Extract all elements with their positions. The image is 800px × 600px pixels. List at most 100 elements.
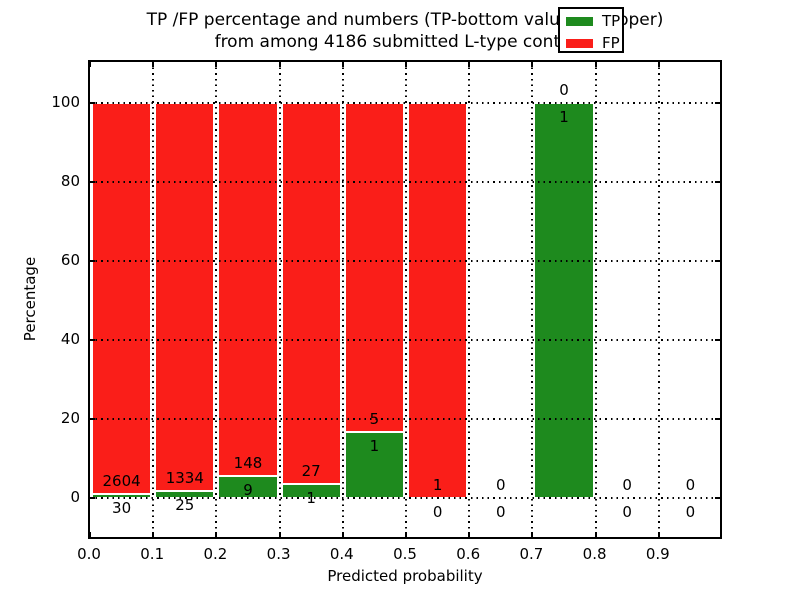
vertical-gridline bbox=[531, 62, 534, 537]
chart-title: TP /FP percentage and numbers (TP-bottom… bbox=[88, 9, 722, 53]
y-tick-mark-right bbox=[715, 497, 720, 500]
x-tick-mark-top bbox=[531, 62, 534, 67]
fp-count-label: 148 bbox=[233, 453, 263, 472]
fp-count-label: 27 bbox=[301, 462, 321, 481]
x-tick-label: 0.4 bbox=[329, 545, 354, 563]
x-tick-mark bbox=[405, 532, 407, 537]
tp-color-swatch bbox=[566, 17, 593, 26]
y-tick-mark bbox=[90, 418, 95, 421]
y-tick-label: 60 bbox=[60, 250, 80, 269]
chart-title-line1: TP /FP percentage and numbers (TP-bottom… bbox=[146, 10, 664, 30]
y-tick-mark-right bbox=[715, 101, 720, 104]
y-tick-mark-right bbox=[715, 259, 720, 262]
x-tick-mark-top bbox=[468, 62, 471, 67]
legend-label-tp: TP bbox=[602, 12, 621, 30]
y-tick-mark-right bbox=[715, 418, 720, 421]
tp-count-label: 25 bbox=[175, 495, 195, 514]
x-tick-label: 0.3 bbox=[266, 545, 291, 563]
y-tick-mark bbox=[90, 339, 95, 342]
x-tick-label: 0.5 bbox=[393, 545, 417, 563]
tp-count-label: 9 bbox=[243, 480, 253, 499]
fp-bar-segment bbox=[218, 102, 278, 476]
vertical-gridline bbox=[405, 62, 407, 537]
tp-bar-segment bbox=[534, 102, 594, 499]
y-tick-mark bbox=[90, 259, 95, 262]
x-tick-mark bbox=[468, 532, 471, 537]
fp-count-label: 1 bbox=[432, 476, 443, 495]
fp-count-label: 5 bbox=[369, 410, 380, 429]
tp-count-label: 1 bbox=[306, 489, 316, 508]
fp-bar-segment bbox=[155, 102, 215, 491]
vertical-gridline bbox=[657, 62, 660, 537]
x-tick-mark bbox=[278, 532, 281, 537]
tp-count-label: 1 bbox=[369, 437, 380, 456]
tp-count-label: 0 bbox=[496, 503, 506, 522]
vertical-gridline bbox=[278, 62, 281, 537]
x-tick-mark bbox=[657, 532, 660, 537]
y-tick-label: 40 bbox=[60, 330, 80, 349]
fp-count-label: 0 bbox=[685, 476, 696, 495]
x-tick-mark bbox=[594, 532, 597, 537]
x-tick-label: 0.1 bbox=[140, 545, 165, 563]
x-tick-mark-top bbox=[152, 62, 155, 67]
tp-count-label: 1 bbox=[559, 107, 569, 126]
y-axis-label: Percentage bbox=[21, 256, 39, 342]
x-tick-mark-top bbox=[341, 62, 344, 67]
horizontal-gridline bbox=[90, 101, 720, 104]
horizontal-gridline bbox=[90, 497, 720, 500]
fp-count-label: 0 bbox=[559, 80, 569, 99]
fp-bar-segment bbox=[92, 102, 152, 494]
fp-bar-segment bbox=[344, 102, 404, 433]
x-tick-mark-top bbox=[278, 62, 281, 67]
chart-title-line2: from among 4186 submitted L-type contact… bbox=[214, 32, 596, 52]
x-tick-label: 0.7 bbox=[519, 545, 544, 563]
fp-bar-segment bbox=[408, 102, 468, 499]
x-tick-mark-top bbox=[215, 62, 218, 67]
y-tick-mark-right bbox=[715, 339, 720, 342]
y-tick-label: 100 bbox=[51, 92, 80, 111]
x-tick-mark bbox=[89, 532, 91, 537]
x-tick-mark-top bbox=[657, 62, 660, 67]
x-tick-label: 0.9 bbox=[645, 545, 670, 563]
y-tick-mark bbox=[90, 180, 95, 183]
x-tick-mark-top bbox=[405, 62, 407, 67]
x-tick-mark bbox=[215, 532, 218, 537]
x-tick-mark-top bbox=[89, 62, 91, 67]
x-tick-mark bbox=[152, 532, 155, 537]
x-tick-label: 0.2 bbox=[203, 545, 228, 563]
tp-count-label: 30 bbox=[112, 498, 132, 517]
tp-count-label: 0 bbox=[622, 503, 632, 522]
fp-count-label: 0 bbox=[622, 476, 632, 495]
fp-count-label: 1334 bbox=[165, 468, 204, 487]
x-axis-label: Predicted probability bbox=[327, 567, 483, 585]
horizontal-gridline bbox=[90, 180, 720, 183]
plot-area: 2604 30 1334 25 148 9 27 1 5 1 1 0 0 0 0 1 0 0 0 0 bbox=[88, 60, 722, 539]
fp-count-label: 0 bbox=[496, 476, 506, 495]
vertical-gridline bbox=[468, 62, 471, 537]
y-tick-label: 80 bbox=[60, 171, 80, 190]
vertical-gridline bbox=[594, 62, 597, 537]
fp-count-label: 2604 bbox=[102, 471, 141, 490]
tp-count-label: 0 bbox=[432, 503, 443, 522]
vertical-gridline bbox=[152, 62, 155, 537]
tp-count-label: 0 bbox=[685, 503, 696, 522]
legend-row-fp: FP bbox=[560, 34, 622, 53]
tp-bar-segment bbox=[344, 432, 404, 499]
vertical-gridline bbox=[215, 62, 218, 537]
y-tick-mark bbox=[90, 101, 95, 104]
vertical-gridline bbox=[341, 62, 344, 537]
fp-bar-segment bbox=[281, 102, 341, 485]
horizontal-gridline bbox=[90, 259, 720, 262]
x-tick-label: 0.6 bbox=[456, 545, 481, 563]
y-tick-label: 20 bbox=[60, 409, 80, 428]
y-tick-label: 0 bbox=[70, 488, 80, 507]
legend-label-fp: FP bbox=[602, 34, 620, 52]
horizontal-gridline bbox=[90, 418, 720, 421]
horizontal-gridline bbox=[90, 339, 720, 342]
x-tick-mark-top bbox=[594, 62, 597, 67]
x-tick-label: 0.0 bbox=[77, 545, 101, 563]
legend-row-tp: TP bbox=[560, 12, 622, 31]
y-tick-mark bbox=[90, 497, 95, 500]
x-tick-mark bbox=[341, 532, 344, 537]
